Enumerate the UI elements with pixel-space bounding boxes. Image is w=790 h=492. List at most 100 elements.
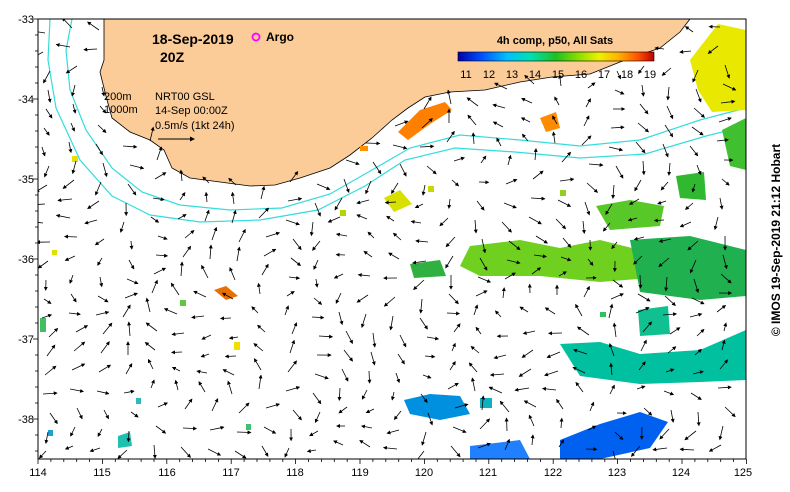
sst-patch-teal-c xyxy=(118,432,132,448)
current-vector-arrow-icon xyxy=(314,278,319,288)
current-vector-arrow-icon xyxy=(554,96,560,106)
current-vector-arrow-icon xyxy=(426,165,437,175)
current-vector-arrow-icon xyxy=(390,391,395,401)
current-vector-arrow-icon xyxy=(261,263,269,276)
current-vector-arrow-icon xyxy=(253,358,262,371)
current-vector-arrow-icon xyxy=(559,177,575,182)
sst-patch-orange-west xyxy=(214,286,238,300)
current-vector-arrow-icon xyxy=(466,97,479,107)
current-vector-arrow-icon xyxy=(692,370,704,375)
current-vector-arrow-icon xyxy=(643,407,653,416)
current-vector-arrow-icon xyxy=(372,332,377,348)
current-vector-arrow-icon xyxy=(238,402,250,414)
current-vector-arrow-icon xyxy=(123,389,135,394)
current-vector-arrow-icon xyxy=(660,181,669,191)
current-vector-arrow-icon xyxy=(177,214,187,220)
current-vector-arrow-icon xyxy=(695,88,702,103)
current-vector-arrow-icon xyxy=(662,312,678,317)
current-vector-arrow-icon xyxy=(117,449,128,459)
current-vector-arrow-icon xyxy=(552,115,558,125)
current-vector-arrow-icon xyxy=(204,209,210,222)
current-vector-arrow-icon xyxy=(640,339,647,352)
sst-dot xyxy=(136,398,141,404)
current-vector-arrow-icon xyxy=(234,450,247,459)
current-vector-arrow-icon xyxy=(494,82,508,90)
current-vector-arrow-icon xyxy=(200,353,210,358)
current-vector-arrow-icon xyxy=(150,216,160,223)
current-vector-arrow-icon xyxy=(723,322,728,332)
current-vector-arrow-icon xyxy=(610,293,624,300)
current-vector-arrow-icon xyxy=(518,368,532,377)
current-vector-arrow-icon xyxy=(499,400,510,413)
current-vector-arrow-icon xyxy=(589,401,595,412)
current-vector-arrow-icon xyxy=(365,408,375,414)
current-vector-arrow-icon xyxy=(501,287,506,299)
y-tick-label: -35 xyxy=(18,174,34,186)
current-vector-arrow-icon xyxy=(202,176,210,184)
current-vector-arrow-icon xyxy=(289,339,296,354)
current-vector-arrow-icon xyxy=(641,84,646,97)
current-vector-arrow-icon xyxy=(70,293,77,303)
current-vector-arrow-icon xyxy=(356,199,370,205)
current-vector-arrow-icon xyxy=(479,257,488,271)
current-vector-arrow-icon xyxy=(57,198,73,203)
current-vector-arrow-icon xyxy=(439,217,449,227)
current-vector-arrow-icon xyxy=(608,146,624,152)
current-vector-arrow-icon xyxy=(520,117,531,123)
current-vector-arrow-icon xyxy=(76,407,83,420)
current-vector-arrow-icon xyxy=(94,181,102,196)
current-vector-arrow-icon xyxy=(679,49,692,54)
current-vector-arrow-icon xyxy=(467,114,477,126)
current-vector-arrow-icon xyxy=(508,240,521,251)
current-vector-arrow-icon xyxy=(286,290,295,297)
current-vector-arrow-icon xyxy=(583,285,590,298)
current-vector-arrow-icon xyxy=(124,292,138,299)
current-vector-arrow-icon xyxy=(666,105,674,120)
current-vector-arrow-icon xyxy=(573,348,588,355)
current-vector-arrow-icon xyxy=(503,202,517,209)
current-vector-arrow-icon xyxy=(635,306,650,314)
current-vector-arrow-icon xyxy=(265,231,281,238)
current-vector-arrow-icon xyxy=(41,313,53,319)
current-vector-arrow-icon xyxy=(492,121,504,128)
current-vector-arrow-icon xyxy=(338,311,344,326)
current-vector-arrow-icon xyxy=(605,203,613,215)
current-vector-arrow-icon xyxy=(470,345,480,354)
current-vector-arrow-icon xyxy=(684,430,697,441)
current-vector-arrow-icon xyxy=(612,279,624,288)
current-vector-arrow-icon xyxy=(253,343,264,352)
current-vector-arrow-icon xyxy=(690,392,702,400)
current-vector-arrow-icon xyxy=(558,271,567,277)
current-vector-arrow-icon xyxy=(122,304,131,318)
current-vector-arrow-icon xyxy=(451,179,460,187)
current-vector-arrow-icon xyxy=(87,200,100,209)
sst-patch-blue-a xyxy=(404,394,470,420)
current-vector-arrow-icon xyxy=(524,74,535,85)
current-vector-arrow-icon xyxy=(453,323,461,333)
current-vector-arrow-icon xyxy=(504,438,511,451)
colorbar xyxy=(457,51,655,62)
current-vector-arrow-icon xyxy=(284,447,290,458)
current-vector-arrow-icon xyxy=(475,326,482,335)
current-vector-arrow-icon xyxy=(657,200,667,205)
current-vector-arrow-icon xyxy=(44,365,57,376)
current-vector-arrow-icon xyxy=(48,327,59,338)
current-vector-arrow-icon xyxy=(492,103,506,109)
current-vector-arrow-icon xyxy=(258,207,270,219)
current-vector-arrow-icon xyxy=(475,290,488,297)
current-vector-arrow-icon xyxy=(314,202,321,217)
sst-patch-green-a xyxy=(676,172,706,200)
current-vector-arrow-icon xyxy=(38,51,44,56)
current-vector-arrow-icon xyxy=(204,191,209,203)
x-tick-label: 125 xyxy=(734,467,752,479)
current-vector-arrow-icon xyxy=(196,369,208,374)
current-vector-arrow-icon xyxy=(551,131,556,144)
current-vector-arrow-icon xyxy=(689,145,699,157)
current-vector-arrow-icon xyxy=(72,103,77,114)
current-vector-arrow-icon xyxy=(44,431,49,444)
sst-patch-green-f xyxy=(410,260,446,278)
current-vector-arrow-icon xyxy=(335,292,342,304)
current-vector-arrow-icon xyxy=(152,197,165,202)
current-vector-arrow-icon xyxy=(284,305,290,316)
current-vector-arrow-icon xyxy=(257,324,266,333)
